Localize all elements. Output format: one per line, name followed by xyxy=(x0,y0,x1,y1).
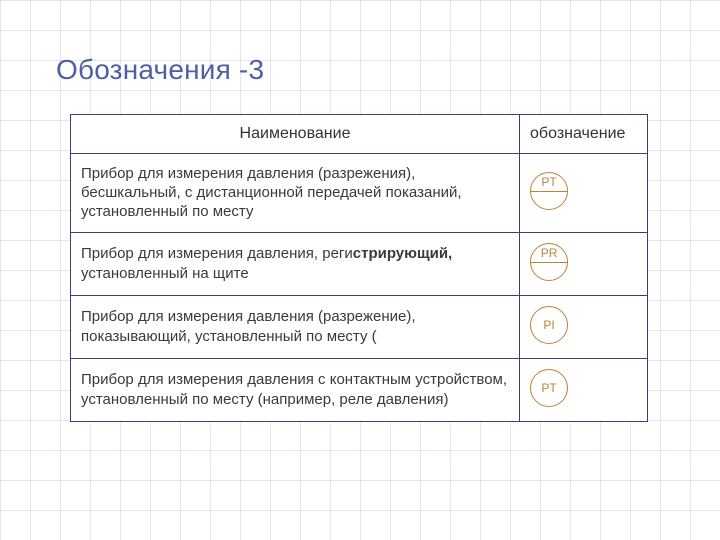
instrument-symbol-pi: PI xyxy=(530,306,568,344)
symbol-code: PI xyxy=(531,319,567,331)
instrument-symbol-pr-split: PR xyxy=(530,243,568,281)
table-row: Прибор для измерения давления (разрежени… xyxy=(71,295,648,358)
cell-symbol: PT xyxy=(520,358,648,421)
symbol-code: PT xyxy=(531,382,567,394)
symbol-code: PR xyxy=(531,247,567,259)
cell-name: Прибор для измерения давления (разрежени… xyxy=(71,295,520,358)
cell-name: Прибор для измерения давления с контактн… xyxy=(71,358,520,421)
col-header-name: Наименование xyxy=(71,115,520,154)
instrument-symbol-pt: PT xyxy=(530,369,568,407)
table-row: Прибор для измерения давления, регистрир… xyxy=(71,232,648,295)
cell-name: Прибор для измерения давления, регистрир… xyxy=(71,232,520,295)
table-row: Прибор для измерения давления (разрежени… xyxy=(71,154,648,233)
symbol-code: PT xyxy=(531,176,567,188)
instrument-symbol-pt-split: PT xyxy=(530,172,568,210)
table-header-row: Наименование обозначение xyxy=(71,115,648,154)
table-row: Прибор для измерения давления с контактн… xyxy=(71,358,648,421)
cell-symbol: PT xyxy=(520,154,648,233)
cell-name: Прибор для измерения давления (разрежени… xyxy=(71,154,520,233)
designations-table: Наименование обозначение Прибор для изме… xyxy=(70,114,648,422)
cell-symbol: PI xyxy=(520,295,648,358)
slide: Обозначения -3 Наименование обозначение … xyxy=(0,0,720,540)
cell-symbol: PR xyxy=(520,232,648,295)
col-header-symbol: обозначение xyxy=(520,115,648,154)
page-title: Обозначения -3 xyxy=(56,54,682,86)
